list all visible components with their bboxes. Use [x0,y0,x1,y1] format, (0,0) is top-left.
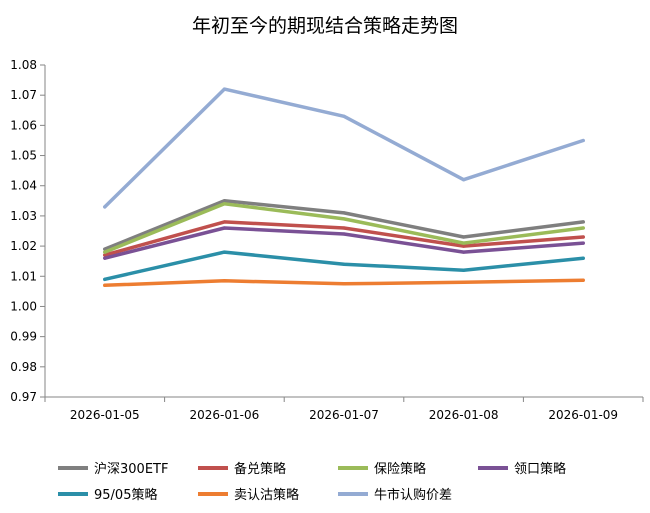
legend-label: 沪深300ETF [94,461,168,477]
data-point [103,283,107,287]
legend: 沪深300ETF 备兑策略 保险策略 领口策略 95/05策略 卖认沽策略 牛市认购价差 [58,461,566,503]
data-point [342,211,346,215]
x-tick-label: 2026-01-06 [190,408,260,422]
data-point [222,202,226,206]
y-tick-label: 1.03 [10,209,37,223]
data-point [342,262,346,266]
data-point [222,87,226,91]
data-point [222,199,226,203]
data-point [103,253,107,257]
series-lines [103,87,585,288]
legend-label: 卖认沽策略 [234,487,299,503]
data-point [581,256,585,260]
data-point [103,277,107,281]
data-point [581,226,585,230]
legend-label: 牛市认购价差 [374,487,452,503]
legend-label: 备兑策略 [234,461,286,477]
data-point [342,282,346,286]
x-tick-label: 2026-01-07 [309,408,379,422]
data-point [222,226,226,230]
data-point [222,250,226,254]
data-point [103,256,107,260]
data-point [462,235,466,239]
data-point [222,279,226,283]
y-tick-label: 1.08 [10,58,37,72]
y-tick-label: 0.99 [10,330,37,344]
data-point [342,232,346,236]
chart-title: 年初至今的期现结合策略走势图 [192,15,458,37]
x-tick-label: 2026-01-08 [429,408,499,422]
data-point [581,138,585,143]
x-tick-label: 2026-01-09 [548,408,618,422]
data-point [462,241,466,245]
data-point [103,205,107,209]
data-point [103,250,107,254]
data-point [462,268,466,272]
data-point [462,244,466,248]
data-point [342,114,346,118]
data-point [581,278,585,282]
y-tick-label: 0.97 [10,390,37,404]
data-point [462,280,466,284]
data-point [462,178,466,182]
data-point [581,235,585,239]
y-tick-label: 1.01 [10,269,37,283]
legend-label: 保险策略 [374,461,426,477]
legend-label: 领口策略 [514,461,566,477]
y-tick-label: 1.07 [10,88,37,102]
data-point [581,241,585,245]
data-point [222,220,226,224]
axes: 0.97 0.98 0.99 1.00 1.01 1.02 1.03 1.04 1.05 1.06… [10,58,644,422]
series-line-7 [103,87,585,209]
data-point [581,220,585,224]
legend-label: 95/05策略 [94,487,157,503]
data-point [462,250,466,254]
data-point [342,226,346,230]
y-tick-label: 1.02 [10,239,37,253]
x-tick-label: 2026-01-05 [70,408,140,422]
y-tick-label: 1.05 [10,149,37,163]
y-tick-label: 1.06 [10,118,37,132]
y-tick-label: 1.00 [10,299,37,313]
data-point [342,217,346,221]
y-tick-label: 1.04 [10,179,37,193]
y-tick-label: 0.98 [10,360,37,374]
